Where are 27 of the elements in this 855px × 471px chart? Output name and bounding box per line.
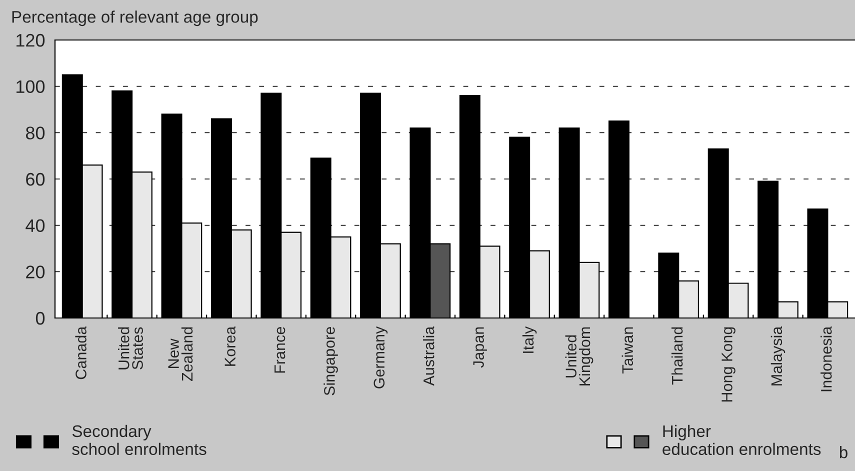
y-tick-label: 120 bbox=[16, 34, 45, 47]
y-axis-title: Percentage of relevant age group bbox=[12, 10, 258, 26]
x-tick-label: United Kingdom bbox=[565, 327, 594, 386]
y-tick-label: 60 bbox=[26, 172, 45, 186]
x-tick-label: Hong Kong bbox=[722, 327, 736, 402]
x-tick-label: Canada bbox=[75, 326, 86, 380]
y-tick-label: 40 bbox=[26, 219, 45, 232]
x-tick-label: Australia bbox=[423, 326, 434, 386]
x-tick-label: Malaysia bbox=[770, 326, 786, 386]
text: b bbox=[840, 446, 848, 458]
x-tick-label: Korea bbox=[224, 326, 236, 366]
x-tick-label: Italy bbox=[522, 326, 537, 353]
legend-label: Secondary school enrolments bbox=[72, 424, 206, 456]
x-tick-label: New Zealand bbox=[168, 327, 193, 382]
x-tick-label: Japan bbox=[473, 327, 487, 368]
y-tick-label: 20 bbox=[26, 266, 45, 278]
y-tick-label: 0 bbox=[36, 312, 45, 325]
x-tick-label: Taiwan bbox=[622, 327, 634, 374]
x-tick-label: Germany bbox=[374, 326, 388, 388]
y-tick-label: 80 bbox=[26, 126, 45, 140]
x-tick-label: Indonesia bbox=[820, 326, 832, 392]
x-tick-label: United States bbox=[118, 327, 143, 370]
y-tick-label: 100 bbox=[16, 80, 45, 94]
legend-label: Higher education enrolments bbox=[662, 424, 821, 456]
x-tick-label: Singapore bbox=[324, 327, 338, 396]
x-tick-label: Thailand bbox=[671, 327, 683, 385]
x-tick-label: France bbox=[274, 327, 286, 373]
